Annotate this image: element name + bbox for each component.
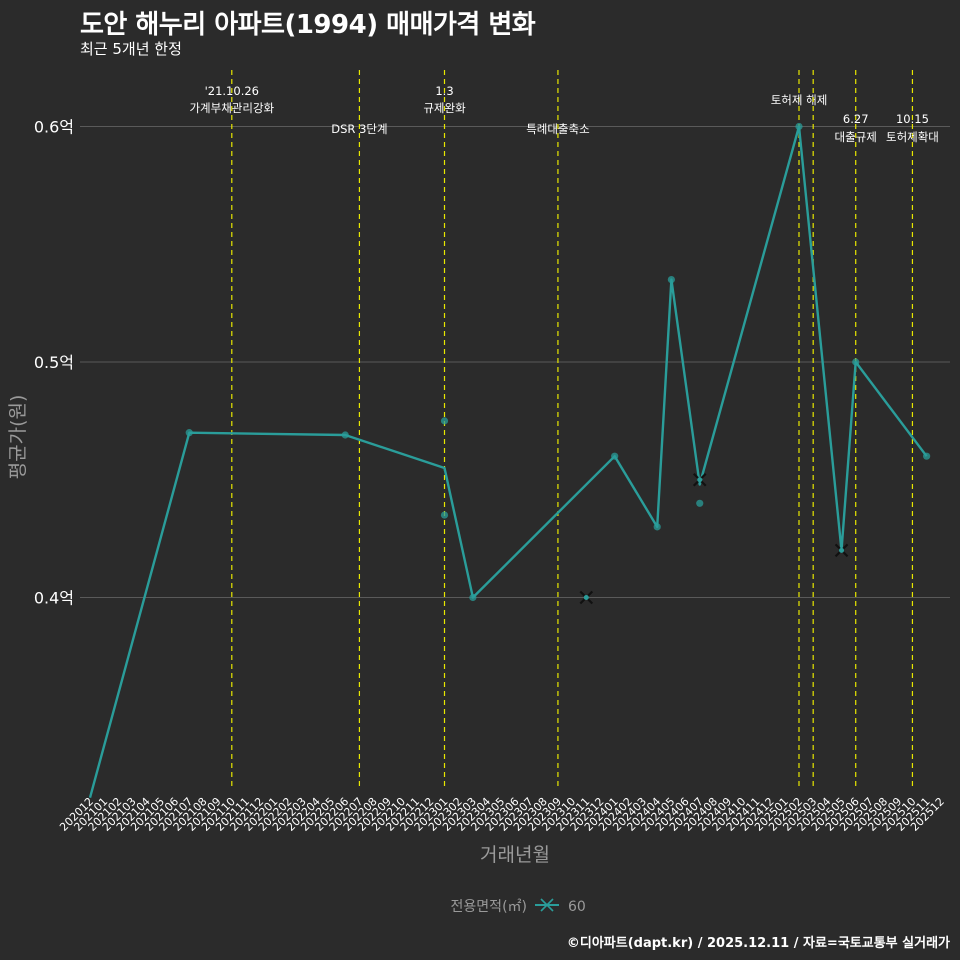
legend-title: 전용면적(㎡): [451, 899, 527, 915]
source-credit: ©디아파트(dapt.kr) / 2025.12.11 / 자료=국토교통부 실…: [566, 936, 950, 951]
y-tick-label: 0.4억: [34, 589, 74, 608]
event-label: 토허제 해제: [771, 93, 828, 107]
cancelled-point: [697, 477, 703, 483]
y-tick-label: 0.5억: [34, 353, 74, 372]
data-point: [696, 499, 704, 507]
event-label: 가계부채관리강화: [189, 101, 274, 115]
legend-label: 60: [568, 899, 586, 915]
event-label: 규제완화: [423, 101, 466, 115]
data-point: [341, 431, 349, 439]
data-point: [795, 122, 803, 131]
event-label: DSR 3단계: [331, 122, 387, 136]
data-point: [440, 417, 449, 425]
event-label: 특례대출축소: [526, 122, 589, 136]
series-line-60: [88, 125, 928, 799]
y-tick-label: 0.6억: [34, 118, 74, 137]
event-label: '21.10.26: [205, 84, 259, 98]
x-axis-title: 거래년월: [480, 844, 550, 866]
cancelled-point: [583, 595, 589, 600]
event-label: 대출규제: [835, 130, 877, 144]
data-point: [653, 523, 661, 531]
data-point: [185, 429, 193, 437]
data-point: [852, 358, 860, 366]
event-label: 10.15: [896, 112, 929, 126]
event-label: 토허제확대: [886, 130, 939, 144]
event-label: 1.3: [435, 84, 453, 98]
data-point: [440, 511, 449, 519]
data-point: [923, 452, 931, 460]
page-title: 도안 해누리 아파트(1994) 매매가격 변화: [80, 10, 536, 40]
legend-x-icon: [540, 898, 554, 912]
data-point: [611, 452, 619, 460]
data-point: [667, 275, 675, 284]
cancelled-point: [839, 547, 845, 553]
data-point: [469, 593, 477, 602]
event-label: 6.27: [843, 112, 869, 126]
page-subtitle: 최근 5개년 한정: [80, 40, 182, 58]
y-axis-title: 평균가(원): [7, 395, 29, 480]
